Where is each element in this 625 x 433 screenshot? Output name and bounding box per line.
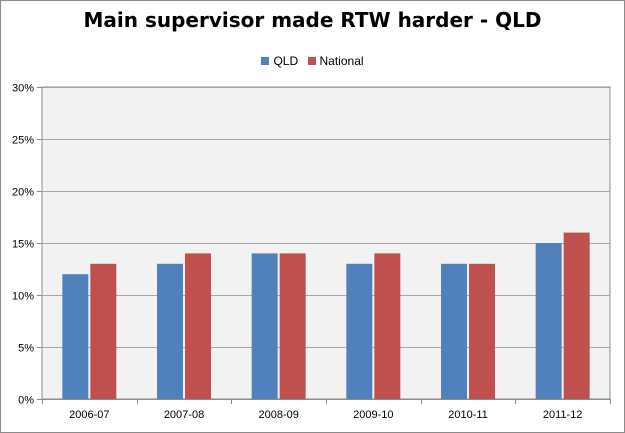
y-tick-label: 20% — [12, 187, 34, 199]
bar-qld — [62, 274, 89, 399]
bar-national — [469, 263, 495, 399]
legend-swatch-national — [307, 57, 316, 65]
y-tick-label: 10% — [12, 291, 34, 303]
legend-swatch-qld — [261, 57, 270, 65]
bar-qld — [346, 263, 373, 399]
y-tick-label: 0% — [18, 395, 34, 407]
bar-national — [90, 263, 117, 399]
y-tick-label: 25% — [12, 135, 34, 147]
y-tick-label: 5% — [18, 343, 34, 355]
bar-national — [563, 232, 590, 399]
bar-qld — [441, 263, 467, 399]
legend-item-national: National — [307, 54, 364, 68]
chart-legend: QLD National — [0, 54, 625, 68]
y-tick-label: 15% — [12, 239, 34, 251]
bar-national — [185, 253, 211, 399]
bar-qld — [535, 243, 562, 399]
x-tick-label: 2010-11 — [448, 409, 488, 421]
x-tick-label: 2008-09 — [258, 409, 298, 421]
x-tick-label: 2009-10 — [353, 409, 393, 421]
bar-qld — [157, 263, 183, 399]
legend-item-qld: QLD — [261, 54, 298, 68]
y-tick-label: 30% — [12, 83, 34, 95]
bar-national — [374, 253, 401, 399]
x-tick-label: 2006-07 — [69, 409, 109, 421]
bar-qld — [251, 253, 278, 399]
x-tick-label: 2011-12 — [543, 409, 583, 421]
x-tick-label: 2007-08 — [164, 409, 204, 421]
bar-national — [279, 253, 306, 399]
legend-label-national: National — [319, 54, 364, 68]
chart-title: Main supervisor made RTW harder - QLD — [83, 8, 542, 32]
legend-label-qld: QLD — [273, 54, 299, 68]
